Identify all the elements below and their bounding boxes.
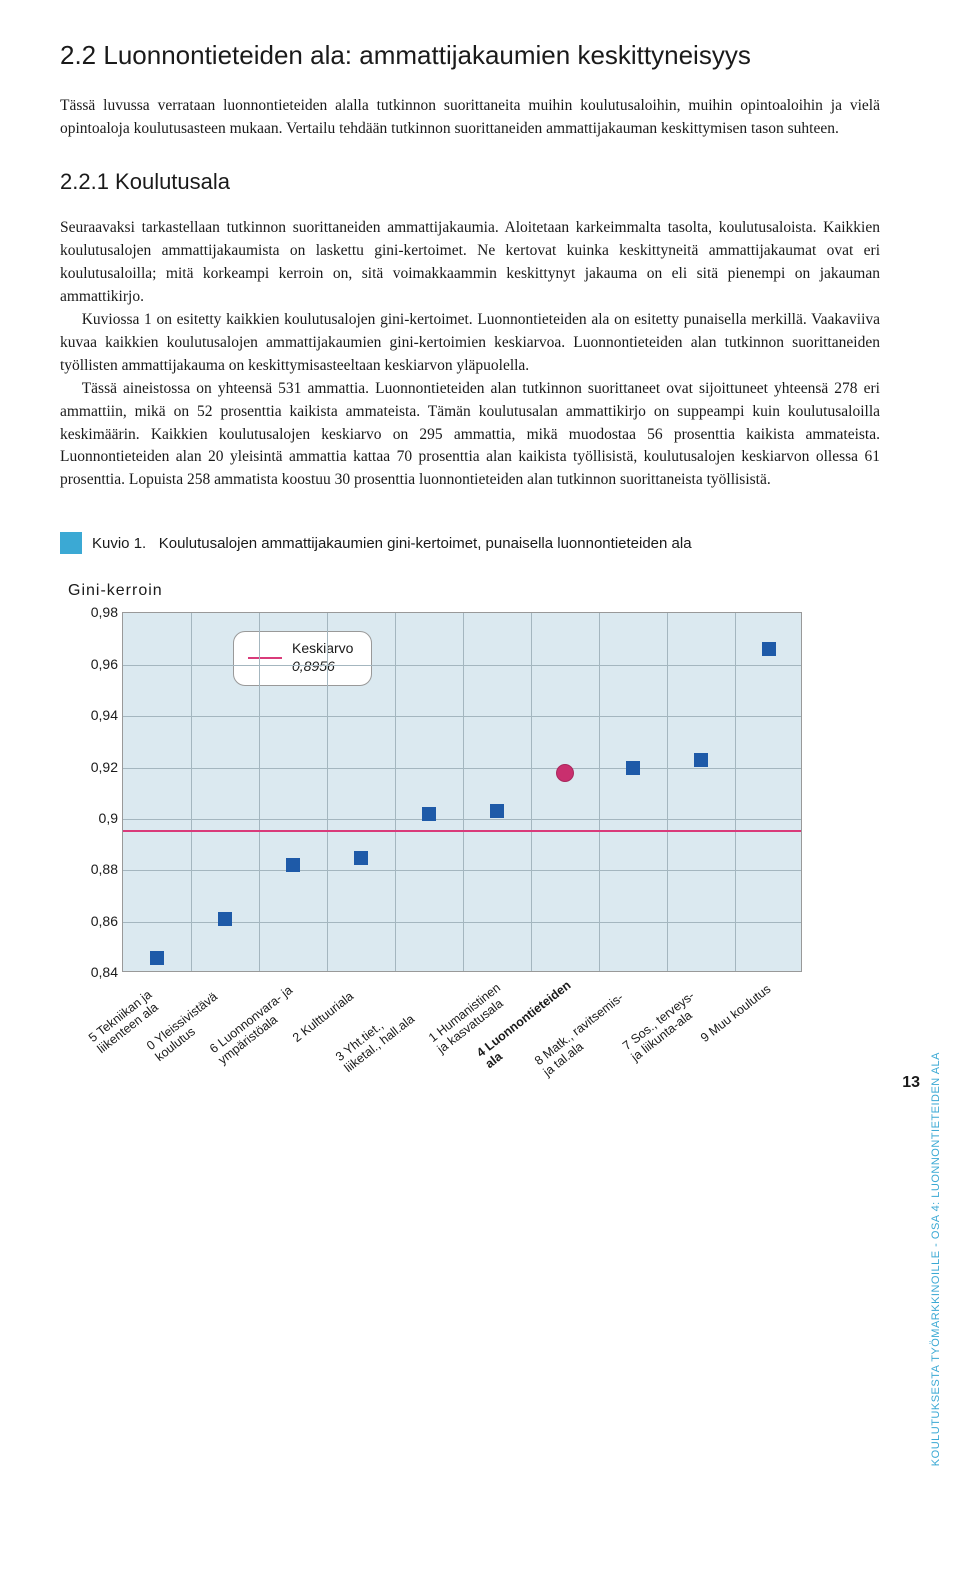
data-point xyxy=(694,753,708,767)
legend-line-icon xyxy=(248,657,282,659)
page-number: 13 xyxy=(902,1074,920,1092)
gridline-h xyxy=(123,870,801,871)
highlighted-point xyxy=(556,764,574,782)
average-line xyxy=(123,830,801,832)
gridline-v xyxy=(735,613,736,971)
data-point xyxy=(626,761,640,775)
gridline-h xyxy=(123,768,801,769)
gini-scatter-chart: Keskiarvo 0,8956 0,84 0,86 0,88 0,9 0,92 0,94… xyxy=(68,602,828,1072)
y-tick-label: 0,96 xyxy=(68,656,118,672)
y-tick-label: 0,86 xyxy=(68,913,118,929)
gridline-v xyxy=(667,613,668,971)
x-category-label: 3 Yht.tiet.,liiketal., hall.ala xyxy=(333,1001,417,1075)
gridline-v xyxy=(599,613,600,971)
y-tick-label: 0,92 xyxy=(68,759,118,775)
chart-y-axis-title: Gini-kerroin xyxy=(68,582,880,600)
gridline-v xyxy=(259,613,260,971)
y-tick-label: 0,9 xyxy=(68,810,118,826)
y-tick-label: 0,94 xyxy=(68,707,118,723)
legend-label: Keskiarvo xyxy=(292,640,353,656)
gridline-v xyxy=(395,613,396,971)
gridline-h xyxy=(123,665,801,666)
data-point xyxy=(150,951,164,965)
data-point xyxy=(218,912,232,926)
figure-number: Kuvio 1. xyxy=(92,535,146,552)
gridline-v xyxy=(463,613,464,971)
data-point xyxy=(762,642,776,656)
data-point xyxy=(354,851,368,865)
section-heading: 2.2 Luonnontieteiden ala: ammattijakaumi… xyxy=(60,40,880,71)
gridline-v xyxy=(531,613,532,971)
chart-container: Gini-kerroin Keskiarvo 0,8956 0,84 0,86 0,… xyxy=(68,582,880,1072)
y-tick-label: 0,98 xyxy=(68,604,118,620)
gridline-h xyxy=(123,819,801,820)
data-point xyxy=(490,804,504,818)
gridline-h xyxy=(123,716,801,717)
data-point xyxy=(422,807,436,821)
intro-paragraph: Tässä luvussa verrataan luonnontieteiden… xyxy=(60,95,880,141)
x-category-label: 6 Luonnonvara- jaympäristöala xyxy=(207,983,304,1067)
side-publication-text: KOULUTUKSESTA TYÖMARKKINOILLE - OSA 4: L… xyxy=(930,1052,942,1466)
body-paragraph-2: Kuviossa 1 on esitetty kaikkien koulutus… xyxy=(60,309,880,378)
plot-area: Keskiarvo 0,8956 xyxy=(122,612,802,972)
x-category-label: 7 Sos., terveys-ja liikunta-ala xyxy=(620,988,706,1064)
subsection-heading: 2.2.1 Koulutusala xyxy=(60,169,880,195)
y-tick-label: 0,88 xyxy=(68,861,118,877)
body-paragraph-3: Tässä aineistossa on yhteensä 531 ammatt… xyxy=(60,378,880,493)
x-category-label: 9 Muu koulutus xyxy=(698,982,773,1045)
caption-marker-icon xyxy=(60,532,82,554)
gridline-v xyxy=(327,613,328,971)
legend-value: 0,8956 xyxy=(292,658,335,674)
figure-caption: Kuvio 1. Koulutusalojen ammattijakaumien… xyxy=(60,532,880,554)
data-point xyxy=(286,858,300,872)
x-category-label: 2 Kulttuuriala xyxy=(290,989,356,1045)
figure-title: Koulutusalojen ammattijakaumien gini-ker… xyxy=(159,535,692,552)
legend: Keskiarvo 0,8956 xyxy=(233,631,372,686)
y-tick-label: 0,84 xyxy=(68,964,118,980)
gridline-v xyxy=(191,613,192,971)
body-paragraph-1: Seuraavaksi tarkastellaan tutkinnon suor… xyxy=(60,217,880,309)
